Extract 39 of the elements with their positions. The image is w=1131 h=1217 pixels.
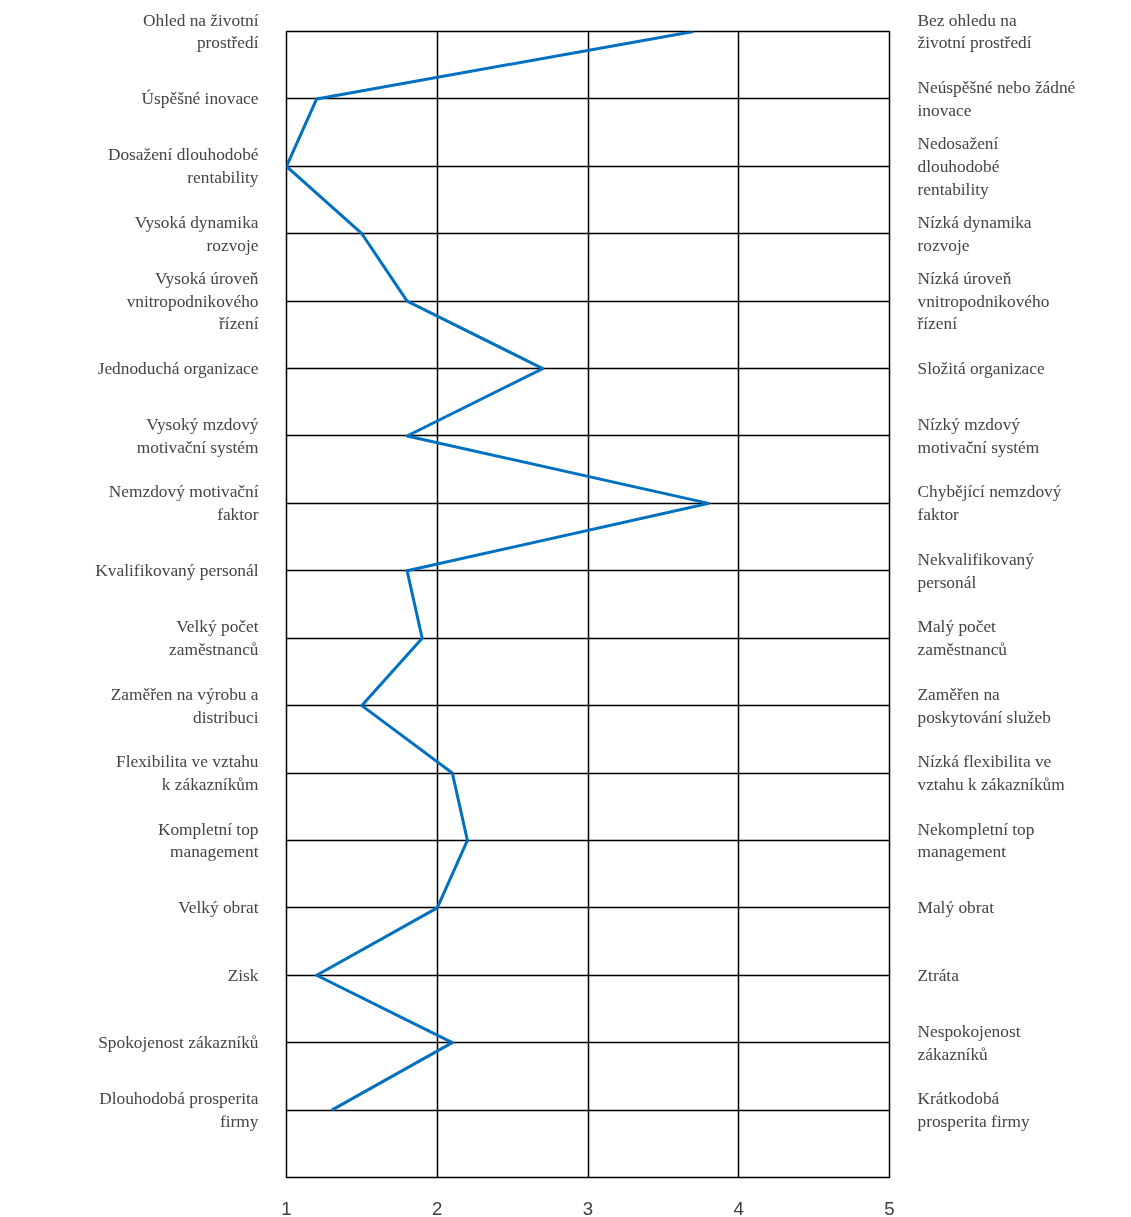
y-tick-label: Jednoduchá organizace <box>97 359 259 379</box>
x-tick-label: 1 <box>281 1197 292 1217</box>
y2-tick-label: Chybějící nemzdový faktor <box>917 482 1062 525</box>
y-tick-label: Nemzdový motivační faktor <box>108 482 259 525</box>
y2-tick-label: Zaměřen na poskytování služeb <box>917 684 1051 727</box>
y-tick-label: Úspěšné inovace <box>141 89 259 109</box>
y-tick-label: Velký obrat <box>178 898 259 918</box>
y2-tick-label: Bez ohledu na životní prostředí <box>917 10 1032 53</box>
y-tick-label: Spokojenost zákazníků <box>98 1033 259 1053</box>
y2-tick-label: Složitá organizace <box>917 359 1045 379</box>
y2-tick-label: Krátkodobá prosperita firmy <box>917 1089 1030 1131</box>
x-tick-label: 5 <box>884 1197 895 1217</box>
y2-tick-label: Nekompletní top management <box>917 819 1035 862</box>
y2-tick-label: Nízká dynamika rozvoje <box>917 212 1032 255</box>
y2-tick-label: Malý počet zaměstnanců <box>917 617 1008 660</box>
x-tick-label: 2 <box>432 1197 443 1217</box>
y-tick-label: Velký počet zaměstnanců <box>169 617 259 660</box>
y-tick-label: Dosažení dlouhodobé rentability <box>107 145 259 188</box>
y2-tick-label: Nízká úroveň vnitropodnikového řízení <box>917 268 1050 334</box>
x-tick-label: 3 <box>582 1197 594 1217</box>
y2-tick-label: Malý obrat <box>917 898 995 918</box>
y-tick-label: Ohled na životní prostředí <box>143 10 259 53</box>
y2-tick-label: Neúspěšné nebo žádné inovace <box>917 78 1076 120</box>
y2-tick-label: Nízký mzdový motivační systém <box>917 415 1040 457</box>
y-tick-label: Dlouhodobá prosperita firmy <box>99 1089 259 1131</box>
y-tick-label: Kvalifikovaný personál <box>95 561 259 581</box>
x-tick-label: 4 <box>733 1197 744 1217</box>
y-tick-label: Vysoká úroveň vnitropodnikového řízení <box>126 268 259 334</box>
y2-tick-label: Nespokojenost zákazníků <box>917 1021 1021 1064</box>
y2-tick-label: Nízká flexibilita ve vztahu k zákazníkům <box>917 752 1066 794</box>
y2-tick-label: Nedosažení dlouhodobé rentability <box>917 134 1000 199</box>
y-tick-label: Vysoký mzdový motivační systém <box>136 415 260 457</box>
y-tick-label: Vysoká dynamika rozvoje <box>134 212 259 255</box>
y-tick-label: Flexibilita ve vztahu k zákazníkům <box>116 752 260 794</box>
y-tick-label: Zisk <box>227 965 259 985</box>
y-tick-label: Zaměřen na výrobu a distribuci <box>110 684 259 727</box>
y2-tick-label: Ztráta <box>917 965 960 985</box>
y-tick-label: Kompletní top management <box>157 819 259 862</box>
y2-tick-label: Nekvalifikovaný personál <box>917 549 1035 592</box>
